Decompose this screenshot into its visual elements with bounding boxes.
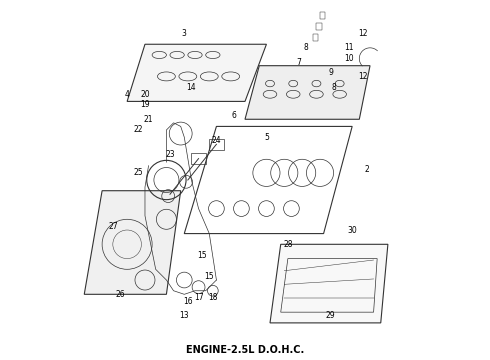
Bar [317,23,322,30]
Text: 24: 24 [212,136,221,145]
Text: 14: 14 [187,83,196,92]
Text: 8: 8 [332,83,337,92]
Text: 19: 19 [140,100,150,109]
Polygon shape [270,244,388,323]
Text: 5: 5 [264,132,269,141]
Bar [320,12,325,19]
Text: 12: 12 [358,72,368,81]
Text: 23: 23 [165,150,175,159]
Bar [209,139,223,150]
Text: 4: 4 [124,90,129,99]
Text: 12: 12 [358,29,368,38]
Polygon shape [245,66,370,119]
Text: 27: 27 [108,222,118,231]
Text: 16: 16 [183,297,193,306]
Text: ENGINE-2.5L D.O.H.C.: ENGINE-2.5L D.O.H.C. [186,345,304,355]
Text: 8: 8 [303,43,308,52]
Text: 15: 15 [204,272,214,281]
Text: 29: 29 [326,311,336,320]
Text: 21: 21 [144,115,153,124]
Text: 17: 17 [194,293,203,302]
Text: 22: 22 [133,126,143,135]
Text: 10: 10 [344,54,353,63]
Text: 7: 7 [296,58,301,67]
Text: 15: 15 [197,251,207,260]
Text: 2: 2 [364,165,369,174]
Text: 6: 6 [232,111,237,120]
Text: 30: 30 [347,225,357,234]
Bar [192,153,206,164]
Text: 25: 25 [133,168,143,177]
Polygon shape [127,44,267,102]
Text: 11: 11 [344,43,353,52]
Polygon shape [84,191,181,294]
Text: 3: 3 [182,29,187,38]
Text: 28: 28 [283,240,293,249]
Text: 13: 13 [179,311,189,320]
Text: 26: 26 [115,290,125,299]
Text: 9: 9 [328,68,333,77]
Text: 20: 20 [140,90,150,99]
Bar [313,33,318,41]
Text: 18: 18 [208,293,218,302]
